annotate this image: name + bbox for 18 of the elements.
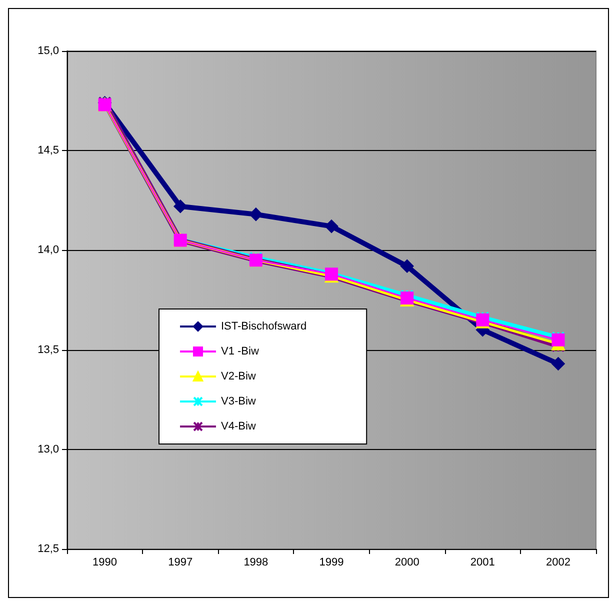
y-tick-label: 14,5 <box>38 144 59 157</box>
y-tick-label: 14,0 <box>38 244 59 256</box>
y-tick-label: 13,0 <box>38 443 59 456</box>
legend-label: IST-Bischofsward <box>221 320 307 332</box>
y-tick-label: 13,5 <box>38 344 59 356</box>
y-tick-label: 12,5 <box>38 543 59 555</box>
legend-label: V3-Biw <box>221 396 256 408</box>
legend-label: V2-Biw <box>221 370 256 382</box>
x-tick-label: 1998 <box>244 556 268 568</box>
x-tick-label: 2000 <box>394 556 420 568</box>
x-tick-label: 2001 <box>470 556 495 568</box>
x-tick-label: 1990 <box>92 556 118 568</box>
legend-label: V4-Biw <box>221 420 256 432</box>
x-tick-label: 1999 <box>319 556 344 568</box>
x-tick-label: 1997 <box>168 556 193 568</box>
y-tick-label: 15,0 <box>38 45 59 57</box>
legend-label: V1 -Biw <box>221 346 259 358</box>
x-tick-label: 2002 <box>546 556 570 568</box>
